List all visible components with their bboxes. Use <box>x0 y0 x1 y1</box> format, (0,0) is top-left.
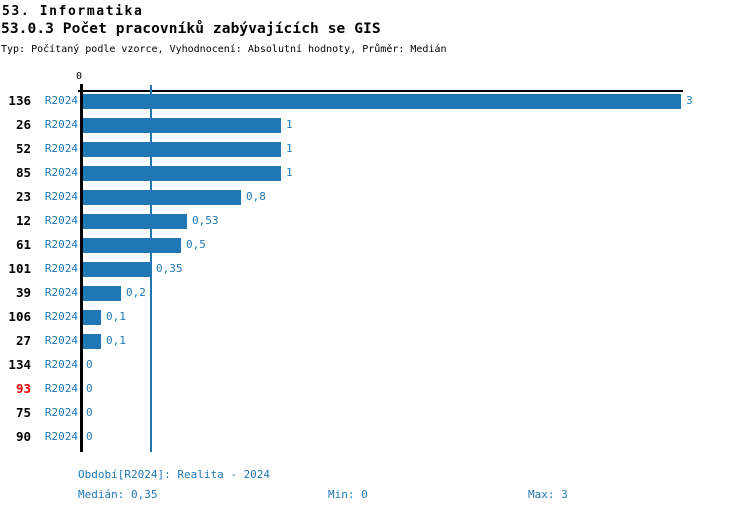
row-value-label: 0,8 <box>246 190 266 203</box>
row-bar <box>83 214 187 229</box>
row-bar <box>83 286 121 301</box>
median-stat: Medián: 0,35 <box>78 488 158 501</box>
row-period-label: R2024 <box>44 190 78 203</box>
row-period-label: R2024 <box>44 238 78 251</box>
row-value-label: 0,1 <box>106 310 126 323</box>
row-category-label: 93 <box>15 381 31 396</box>
x-axis-zero-tick-label: 0 <box>76 71 83 82</box>
row-bar <box>83 94 681 109</box>
row-period-label: R2024 <box>44 334 78 347</box>
row-bar <box>83 310 101 325</box>
row-bar <box>83 238 181 253</box>
median-gridline <box>150 85 152 452</box>
row-period-label: R2024 <box>44 406 78 419</box>
row-value-label: 1 <box>286 166 293 179</box>
row-period-label: R2024 <box>44 118 78 131</box>
row-bar <box>83 262 151 277</box>
row-category-label: 136 <box>8 93 31 108</box>
row-period-label: R2024 <box>44 214 78 227</box>
page-title: 53. Informatika <box>2 4 144 19</box>
row-category-label: 134 <box>8 357 31 372</box>
row-category-label: 27 <box>15 333 31 348</box>
row-period-label: R2024 <box>44 142 78 155</box>
row-value-label: 1 <box>286 118 293 131</box>
row-period-label: R2024 <box>44 94 78 107</box>
row-category-label: 12 <box>15 213 31 228</box>
row-value-label: 0,5 <box>186 238 206 251</box>
min-stat: Min: 0 <box>328 488 368 501</box>
row-category-label: 75 <box>15 405 31 420</box>
row-period-label: R2024 <box>44 310 78 323</box>
row-period-label: R2024 <box>44 430 78 443</box>
row-value-label: 0 <box>86 358 93 371</box>
row-value-label: 0,1 <box>106 334 126 347</box>
row-category-label: 85 <box>15 165 31 180</box>
row-value-label: 3 <box>686 94 693 107</box>
row-period-label: R2024 <box>44 286 78 299</box>
row-bar <box>83 142 281 157</box>
period-caption: Období[R2024]: Realita - 2024 <box>78 468 271 481</box>
row-period-label: R2024 <box>44 166 78 179</box>
row-category-label: 90 <box>15 429 31 444</box>
row-value-label: 0,2 <box>126 286 146 299</box>
max-stat: Max: 3 <box>528 488 568 501</box>
row-category-label: 52 <box>15 141 31 156</box>
row-period-label: R2024 <box>44 262 78 275</box>
row-value-label: 0,53 <box>192 214 219 227</box>
chart-meta-line: Typ: Počítaný podle vzorce, Vyhodnocení:… <box>1 44 447 55</box>
row-category-label: 26 <box>15 117 31 132</box>
row-period-label: R2024 <box>44 382 78 395</box>
row-category-label: 23 <box>15 189 31 204</box>
row-category-label: 39 <box>15 285 31 300</box>
row-bar <box>83 190 241 205</box>
row-bar <box>83 166 281 181</box>
row-value-label: 0 <box>86 382 93 395</box>
row-bar <box>83 334 101 349</box>
row-category-label: 106 <box>8 309 31 324</box>
row-period-label: R2024 <box>44 358 78 371</box>
row-value-label: 0,35 <box>156 262 183 275</box>
row-category-label: 61 <box>15 237 31 252</box>
row-bar <box>83 118 281 133</box>
row-value-label: 1 <box>286 142 293 155</box>
row-value-label: 0 <box>86 406 93 419</box>
chart-subtitle: 53.0.3 Počet pracovníků zabývajících se … <box>1 21 381 37</box>
y-axis-line <box>80 84 83 452</box>
row-category-label: 101 <box>8 261 31 276</box>
x-axis-line <box>78 90 683 92</box>
row-value-label: 0 <box>86 430 93 443</box>
